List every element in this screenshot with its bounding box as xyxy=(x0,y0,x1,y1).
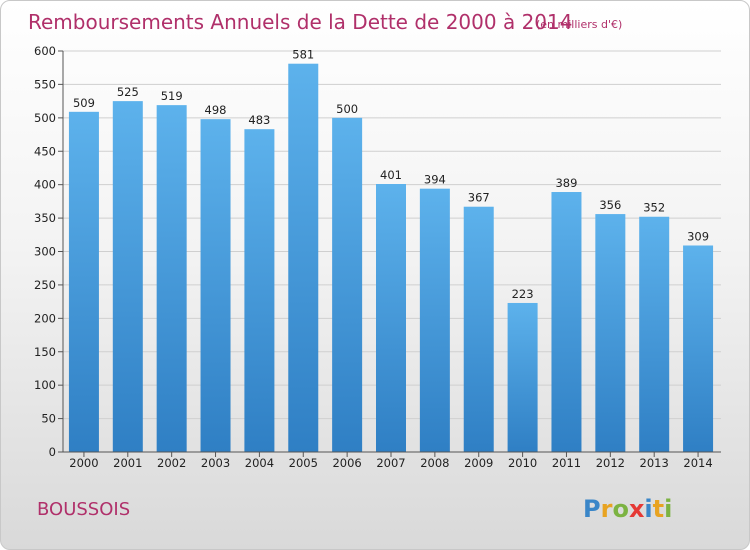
data-label-2009: 367 xyxy=(468,191,490,205)
chart-title: Remboursements Annuels de la Dette de 20… xyxy=(28,10,572,34)
x-tick-label-2011: 2011 xyxy=(552,456,581,470)
proxiti-logo: Proxiti xyxy=(583,495,672,523)
x-tick-label-2001: 2001 xyxy=(113,456,142,470)
logo-letter: t xyxy=(653,495,664,523)
logo-letter: r xyxy=(601,495,613,523)
y-tick-label: 50 xyxy=(41,412,56,426)
y-tick-label: 350 xyxy=(34,211,56,225)
bar-2013 xyxy=(639,216,670,452)
bar-2000 xyxy=(68,111,99,453)
data-label-2001: 525 xyxy=(117,85,139,99)
x-tick-label-2013: 2013 xyxy=(640,456,669,470)
data-label-2004: 483 xyxy=(248,113,270,127)
logo-letter: i xyxy=(664,495,672,523)
x-tick-label-2007: 2007 xyxy=(376,456,405,470)
data-label-2012: 356 xyxy=(599,198,621,212)
x-tick-label-2006: 2006 xyxy=(332,456,361,470)
logo-letter: x xyxy=(629,495,645,523)
logo-letter: o xyxy=(612,495,629,523)
data-label-2005: 581 xyxy=(292,48,314,62)
x-tick-label-2012: 2012 xyxy=(596,456,625,470)
logo-letter: i xyxy=(644,495,652,523)
y-tick-label: 450 xyxy=(34,144,56,158)
y-tick-label: 200 xyxy=(34,311,56,325)
bar-2008 xyxy=(419,188,450,452)
bar-2004 xyxy=(244,129,275,452)
bar-2007 xyxy=(376,183,406,452)
y-tick-label: 550 xyxy=(34,77,56,91)
data-label-2002: 519 xyxy=(161,89,183,103)
data-label-2013: 352 xyxy=(643,201,665,215)
data-label-2014: 309 xyxy=(687,229,709,243)
bar-2005 xyxy=(288,63,319,452)
data-label-2000: 509 xyxy=(73,96,95,110)
data-label-2010: 223 xyxy=(512,287,534,301)
x-tick-label-2005: 2005 xyxy=(289,456,318,470)
x-tick-label-2003: 2003 xyxy=(201,456,230,470)
x-tick-label-2010: 2010 xyxy=(508,456,537,470)
bar-2002 xyxy=(156,105,187,452)
data-label-2006: 500 xyxy=(336,102,358,116)
bar-2014 xyxy=(683,245,714,452)
bar-2009 xyxy=(463,206,494,452)
y-tick-label: 500 xyxy=(34,111,56,125)
bar-2010 xyxy=(507,302,538,452)
y-tick-label: 150 xyxy=(34,345,56,359)
town-name: BOUSSOIS xyxy=(37,499,130,520)
data-label-2003: 498 xyxy=(205,103,227,117)
x-tick-label-2004: 2004 xyxy=(245,456,274,470)
y-tick-label: 0 xyxy=(49,445,56,459)
x-tick-label-2008: 2008 xyxy=(420,456,449,470)
bar-2001 xyxy=(112,101,143,452)
x-tick-label-2009: 2009 xyxy=(464,456,493,470)
x-tick-label-2014: 2014 xyxy=(683,456,712,470)
bar-2012 xyxy=(595,214,626,452)
data-label-2008: 394 xyxy=(424,173,446,187)
data-label-2007: 401 xyxy=(380,168,402,182)
bar-2003 xyxy=(200,119,231,453)
x-axis: 2000 2001 2002 2003 2004 2005 2006 2007 2008 2009… xyxy=(69,452,713,470)
bar-2006 xyxy=(332,117,363,452)
y-tick-label: 100 xyxy=(34,378,56,392)
y-tick-label: 400 xyxy=(34,178,56,192)
chart-subtitle: (en milliers d'€) xyxy=(536,18,622,31)
logo-letter: P xyxy=(583,495,601,523)
y-tick-label: 600 xyxy=(34,44,56,58)
x-tick-label-2000: 2000 xyxy=(69,456,98,470)
bar-2011 xyxy=(551,192,582,453)
bars: 509 525 519 498 483 581 500 401 394 367 223 389 356 3… xyxy=(68,48,714,453)
y-axis: 0 50 100 150 200 250 300 350 400 450 500 550 600 xyxy=(34,44,64,459)
data-label-2011: 389 xyxy=(555,176,577,190)
y-tick-label: 300 xyxy=(34,245,56,259)
x-tick-label-2002: 2002 xyxy=(157,456,186,470)
y-tick-label: 250 xyxy=(34,278,56,292)
